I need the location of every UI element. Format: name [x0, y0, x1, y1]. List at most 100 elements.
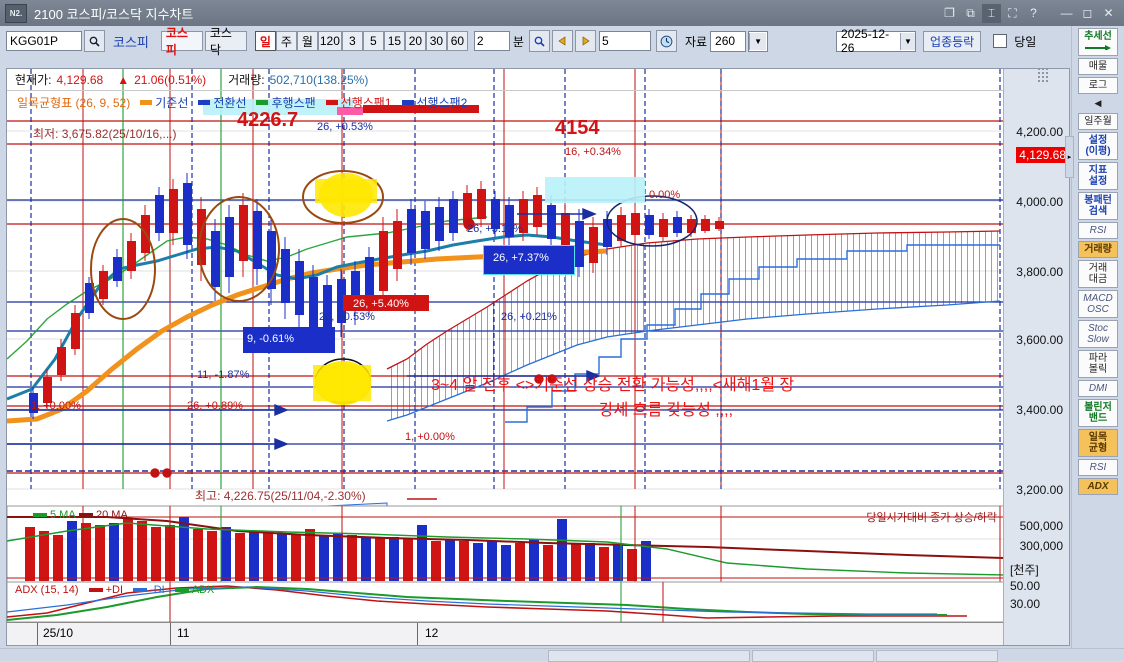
period-button-15[interactable]: 15 [383, 31, 405, 51]
price-tick: 4,200.00 [1016, 125, 1063, 139]
sector-change-button[interactable]: 업종등락 [923, 30, 982, 52]
date-tick: 12 [425, 626, 439, 640]
expand-icon[interactable]: ⛶ [1008, 5, 1017, 20]
cascade-icon[interactable]: ⧉ [966, 5, 975, 20]
market-name-label: 코스피 [113, 34, 149, 50]
period-button-day[interactable]: 일 [254, 31, 276, 51]
window-title: 2100 코스피/코스닥 지수차트 [34, 6, 194, 22]
sidebar-item-bollinger[interactable]: 볼린저 밴드 [1078, 399, 1118, 427]
search-icon[interactable] [84, 30, 105, 52]
date-value: 2025-12-26 [841, 27, 890, 55]
pin-icon[interactable]: ⌶ [982, 3, 1001, 23]
data-label-overlay: 9, -0.61% [247, 333, 295, 345]
sidebar-item-rsi-2[interactable]: RSI [1078, 459, 1118, 476]
price-tick: 4,000.00 [1016, 195, 1063, 209]
date-picker[interactable]: 2025-12-26 ▼ [836, 27, 917, 55]
panel-expand-handle[interactable]: ▸ [1065, 136, 1074, 178]
note-annotation-line2: 강세 흐름 갖능성 ,,,, [598, 402, 734, 419]
close-icon[interactable]: ✕ [1103, 6, 1114, 20]
prev-arrow-icon[interactable] [551, 30, 573, 52]
today-checkbox-group[interactable]: 당일 [993, 33, 1039, 50]
sidebar-item-ma-setting[interactable]: 설정 (이평) [1078, 132, 1118, 160]
data-label: 26, +0.53% [319, 311, 375, 323]
market-button-kosdaq[interactable]: 코스닥 [204, 26, 247, 57]
minimize-icon[interactable]: — [1060, 6, 1073, 20]
period-button-120[interactable]: 120 [317, 31, 342, 51]
adx-label: ADX [191, 584, 215, 596]
next-arrow-icon[interactable] [574, 30, 596, 52]
volume-unit-label: [천주] [1010, 563, 1039, 577]
clock-icon[interactable] [655, 30, 677, 52]
sidebar-item-trendline[interactable]: 추세선 [1078, 28, 1118, 56]
volume-ma5-legend: 5 MA [33, 509, 76, 521]
period-button-30[interactable]: 30 [425, 31, 447, 51]
current-price-label: 현재가: [15, 73, 52, 87]
sidebar-item-macd-osc[interactable]: MACD OSC [1078, 290, 1118, 318]
help-icon[interactable]: ? [1030, 6, 1037, 20]
period-button-5[interactable]: 5 [362, 31, 384, 51]
restore-icon[interactable]: ❐ [944, 6, 955, 20]
period-button-60[interactable]: 60 [446, 31, 468, 51]
sidebar-item-daywm[interactable]: 일주월 [1078, 113, 1118, 130]
period-button-20[interactable]: 20 [404, 31, 426, 51]
quote-info-bar: 현재가: 4,129.68 ▲ 21.06(0.51%) 거래량: 502,71… [7, 69, 1003, 91]
today-checkbox[interactable] [993, 34, 1008, 48]
sidebar-item-dmi[interactable]: DMI [1078, 380, 1118, 397]
symbol-code-input[interactable] [6, 31, 82, 51]
legend-swatch-icon [198, 99, 211, 105]
data-count-value: 260 [715, 34, 736, 48]
sidebar-item-volume[interactable]: 거래량 [1078, 241, 1118, 258]
sidebar-item-candle-pattern[interactable]: 봉패턴 검색 [1078, 192, 1118, 220]
market-button-kospi[interactable]: 코스피 [160, 26, 203, 57]
sidebar-item-log[interactable]: 로그 [1078, 77, 1118, 94]
sidebar-item-parabolic[interactable]: 파라 볼릭 [1078, 350, 1118, 378]
period-button-3[interactable]: 3 [341, 31, 363, 51]
plot-region[interactable]: 현재가: 4,129.68 ▲ 21.06(0.51%) 거래량: 502,71… [7, 69, 1003, 645]
volume-tick: 500,000 [1019, 519, 1063, 533]
sidebar-item-rsi-1[interactable]: RSI [1078, 222, 1118, 239]
data-count-input[interactable]: 260 [710, 30, 747, 52]
data-label: 26, +0.89% [187, 400, 243, 412]
zoom-icon[interactable] [528, 30, 550, 52]
sidebar-item-adx[interactable]: ADX [1078, 478, 1118, 495]
step-value-input[interactable] [598, 31, 651, 51]
legend-swatch-icon [88, 588, 103, 592]
sidebar-item-offer[interactable]: 매물 [1078, 58, 1118, 75]
data-label: 1, +0.00% [31, 400, 81, 412]
chart-area[interactable]: 4,200.00 4,129.68 4,000.00 3,800.00 3,60… [6, 68, 1070, 646]
adx-legend: ADX (15, 14) +DI -DI ADX [15, 584, 214, 596]
resize-grip[interactable] [1038, 68, 1050, 86]
period-button-week[interactable]: 주 [275, 31, 297, 51]
status-cell [752, 650, 874, 662]
data-label: 16, +0.34% [565, 146, 621, 158]
volume-tick: 300,000 [1019, 539, 1063, 553]
current-price-value: 4,129.68 [56, 72, 104, 87]
adx-panel [7, 581, 1003, 623]
volume-ma5-label: 5 MA [50, 509, 76, 521]
ichimoku-legend-title: 일목균형표 (26, 9, 52) [17, 95, 131, 110]
legend-item-tenkan: 전환선 [198, 94, 246, 111]
adx-title-label: ADX (15, 14) [15, 584, 79, 596]
data-count-dropdown[interactable]: ▼ [748, 30, 769, 52]
period-button-month[interactable]: 월 [296, 31, 318, 51]
legend-swatch-icon [174, 588, 189, 592]
legend-swatch-icon [79, 513, 93, 517]
chevron-down-icon: ▼ [899, 32, 916, 50]
date-tick: 11 [177, 626, 190, 640]
status-cell [876, 650, 998, 662]
sidebar-item-trade-amount[interactable]: 거래 대금 [1078, 260, 1118, 288]
volume-ma20-label: 20 MA [96, 509, 128, 521]
sidebar-item-ichimoku[interactable]: 일목 균형 [1078, 429, 1118, 457]
sidebar-item-stoc-slow[interactable]: Stoc Slow [1078, 320, 1118, 348]
legend-swatch-icon [140, 99, 153, 105]
tick-value-input[interactable] [473, 31, 510, 51]
yellow-circle-marker [315, 361, 371, 405]
sidebar-item-indicator-setting[interactable]: 지표 설정 [1078, 162, 1118, 190]
collapse-arrow-icon[interactable]: ◀ [1078, 96, 1118, 111]
extreme-high-label: 최고: 4,226.75(25/11/04,-2.30%) [195, 489, 366, 503]
maximize-icon[interactable]: ◻ [1082, 6, 1093, 20]
trendline-icon [1085, 45, 1111, 51]
data-label: 26, +3.12% [467, 223, 523, 235]
legend-item-kijun: 기준선 [140, 94, 188, 111]
legend-item-senkou2: 선행스팬2 [401, 94, 467, 111]
